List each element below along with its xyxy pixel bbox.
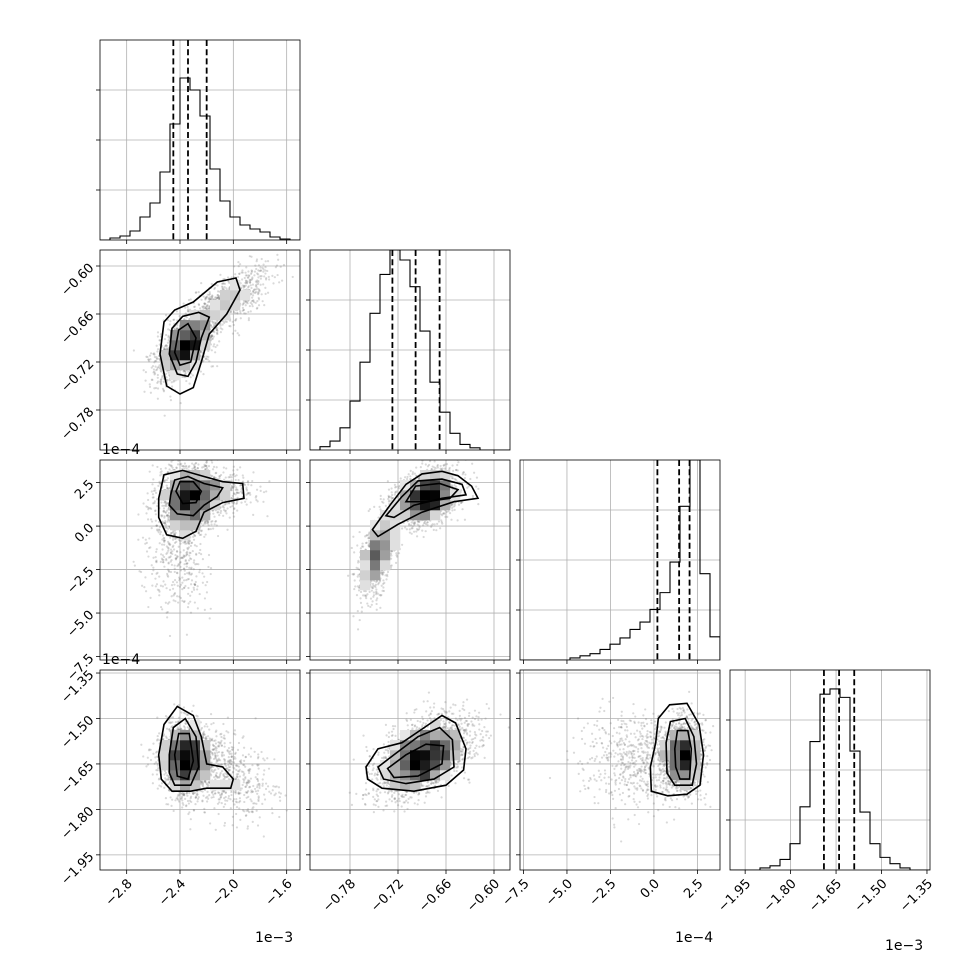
histogram-steps xyxy=(100,77,300,240)
y-tick-label: 0.0 xyxy=(72,521,97,546)
contour-line xyxy=(168,717,200,786)
x-tick-label: −0.78 xyxy=(320,876,359,915)
contour-line xyxy=(173,322,197,367)
y-tick-label: −1.95 xyxy=(59,850,98,889)
x-tick-label: −0.72 xyxy=(368,876,407,915)
y-tick-label: −1.65 xyxy=(59,759,98,798)
scatter-points xyxy=(132,253,294,417)
density-contours xyxy=(157,705,235,792)
contour-line xyxy=(175,480,203,505)
y-tick-label: −0.78 xyxy=(59,405,98,444)
contour-line xyxy=(649,702,705,797)
contour-line xyxy=(173,732,195,781)
axis-offset-label: 1e−4 xyxy=(675,930,713,946)
y-tick-label: −5.0 xyxy=(64,608,97,641)
y-tick-label: −0.66 xyxy=(59,309,98,348)
y-tick-label: −0.60 xyxy=(59,261,98,300)
x-tick-label: −2.8 xyxy=(103,876,136,909)
x-tick-label: −7.5 xyxy=(500,876,533,909)
axis-offset-label: 1e−4 xyxy=(102,652,140,668)
contour-line xyxy=(157,469,245,540)
x-tick-label: −2.5 xyxy=(587,876,620,909)
axis-offset-label: 1e−3 xyxy=(255,930,293,946)
axis-offset-label: 1e−3 xyxy=(885,938,923,954)
x-tick-label: −1.35 xyxy=(897,876,936,915)
x-tick-label: −0.60 xyxy=(464,876,503,915)
y-tick-label: −1.80 xyxy=(59,804,98,843)
density-contours xyxy=(159,277,241,395)
x-tick-label: −1.6 xyxy=(263,876,296,909)
x-tick-label: −2.0 xyxy=(209,876,242,909)
x-tick-label: −1.50 xyxy=(852,876,891,915)
y-tick-label: −0.72 xyxy=(59,357,98,396)
histogram-steps xyxy=(520,460,720,660)
x-tick-label: 0.0 xyxy=(638,876,663,901)
scatter-panel xyxy=(99,669,301,871)
axis-offset-label: 1e−4 xyxy=(102,442,140,458)
scatter-panel xyxy=(99,249,301,451)
scatter-points xyxy=(140,703,288,838)
contour-line xyxy=(665,717,698,786)
scatter-panel xyxy=(309,459,511,661)
scatter-panel xyxy=(519,669,721,871)
scatter-points xyxy=(132,460,271,638)
scatter-points xyxy=(348,691,510,814)
x-tick-label: −1.95 xyxy=(715,876,754,915)
histogram-steps xyxy=(310,250,510,450)
x-tick-label: −0.66 xyxy=(416,876,455,915)
scatter-points xyxy=(548,690,715,843)
contour-line xyxy=(159,277,241,395)
contour-line xyxy=(371,470,480,538)
contour-line xyxy=(157,705,235,792)
y-tick-label: 2.5 xyxy=(72,477,97,502)
contour-line xyxy=(673,729,693,780)
scatter-points xyxy=(347,460,480,631)
density-contours xyxy=(649,702,705,797)
contour-line xyxy=(384,478,468,519)
x-tick-label: 2.5 xyxy=(681,876,706,901)
y-tick-label: −1.50 xyxy=(59,713,98,752)
density-contours xyxy=(157,469,245,540)
contour-line xyxy=(365,714,467,793)
x-tick-label: −1.65 xyxy=(806,876,845,915)
x-tick-label: −1.80 xyxy=(761,876,800,915)
x-tick-label: −5.0 xyxy=(543,876,576,909)
density-contours xyxy=(371,470,480,538)
scatter-panel xyxy=(309,669,511,871)
x-tick-label: −2.4 xyxy=(156,876,189,909)
contour-line xyxy=(377,726,455,785)
contour-line xyxy=(404,482,460,503)
density-contours xyxy=(365,714,467,793)
histogram-steps xyxy=(730,688,930,870)
contour-line xyxy=(386,743,445,779)
contour-line xyxy=(168,475,224,517)
contour-line xyxy=(168,311,211,378)
scatter-panel xyxy=(99,459,301,661)
y-tick-label: −2.5 xyxy=(64,564,97,597)
